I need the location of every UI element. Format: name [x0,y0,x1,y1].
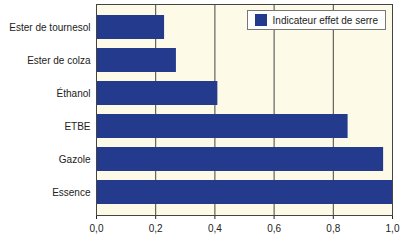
svg-text:Éthanol: Éthanol [57,87,91,99]
svg-text:0,6: 0,6 [267,223,281,234]
svg-text:1,0: 1,0 [386,223,400,234]
svg-text:ETBE: ETBE [64,121,90,132]
html-text:Indicateur effet de serre: Indicateur effet de serre [272,14,378,26]
svg-text:Ester de tournesol: Ester de tournesol [9,22,90,33]
svg-text:Gazole: Gazole [59,154,91,165]
svg-text:Ester de colza: Ester de colza [27,55,91,66]
svg-text:0,0: 0,0 [90,223,104,234]
svg-text:0,8: 0,8 [326,223,340,234]
svg-text:0,4: 0,4 [208,223,222,234]
svg-text:Essence: Essence [52,187,91,198]
svg-text:0,2: 0,2 [149,223,163,234]
